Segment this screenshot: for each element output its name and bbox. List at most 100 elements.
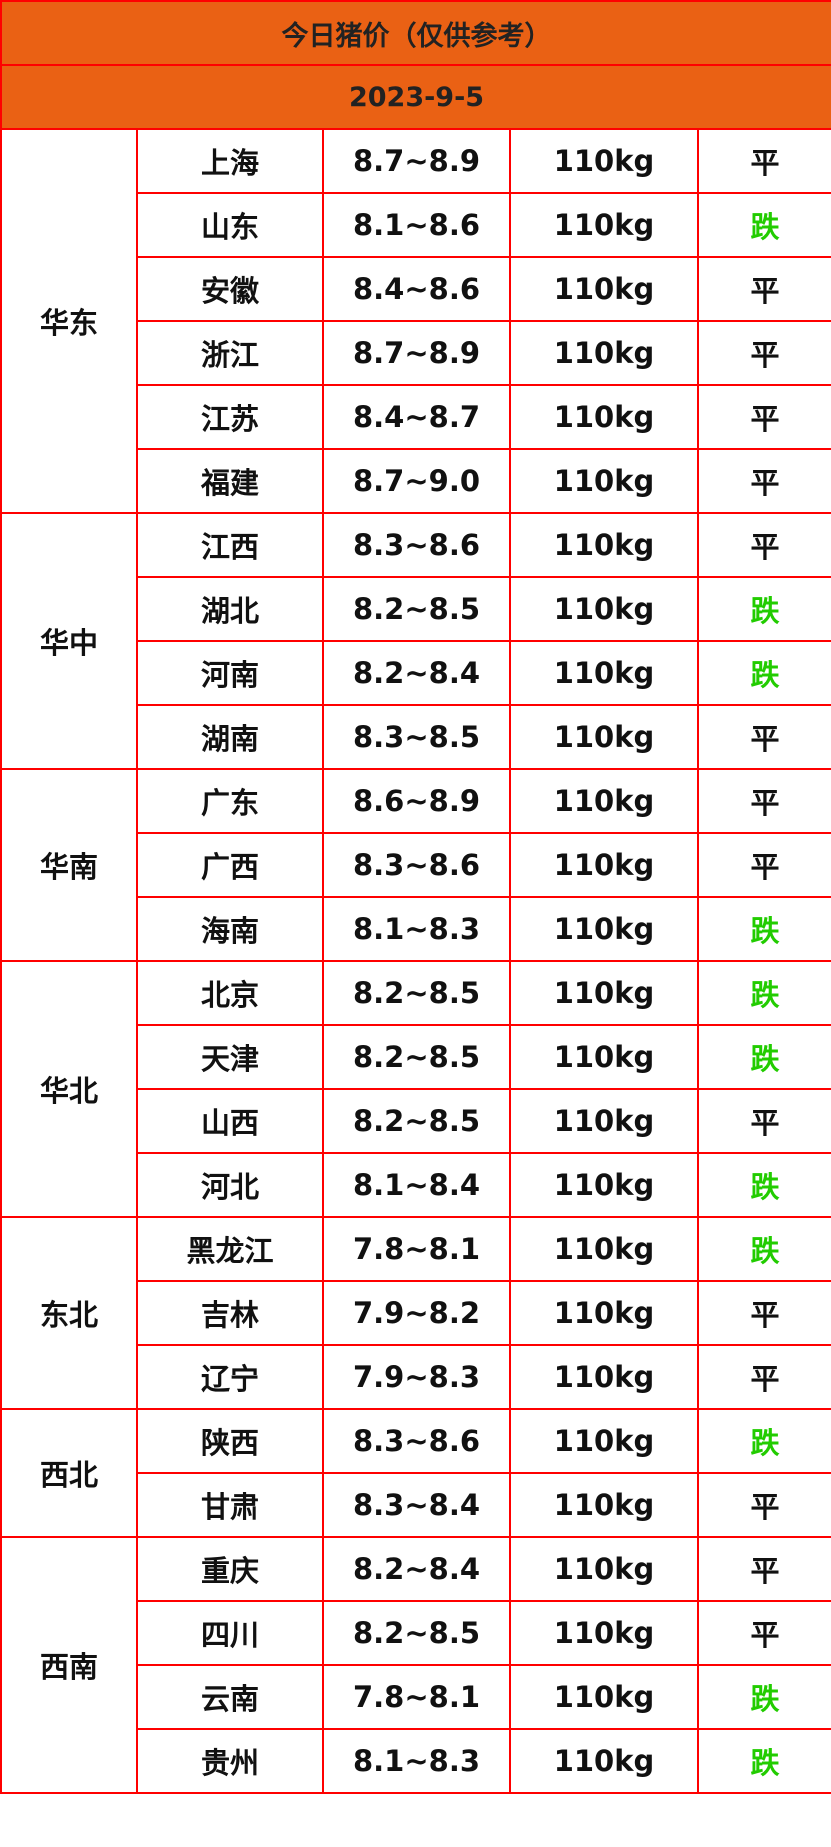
table-row: 西北 陕西 8.3~8.6 110kg 跌 — [0, 1408, 831, 1538]
price-cell: 8.3~8.6 — [322, 832, 511, 898]
weight-cell: 110kg — [509, 640, 699, 706]
weight-cell: 110kg — [509, 1088, 699, 1154]
trend-cell: 跌 — [696, 640, 831, 706]
table-row: 东北 黑龙江 7.8~8.1 110kg 跌 — [0, 1216, 831, 1410]
trend-cell: 跌 — [696, 1152, 831, 1218]
weight-cell: 110kg — [509, 1216, 699, 1282]
weight-cell: 110kg — [509, 320, 699, 386]
price-cell: 8.3~8.6 — [322, 1408, 511, 1474]
weight-cell: 110kg — [509, 1536, 699, 1602]
table-row: 西南 重庆 8.2~8.4 110kg 平 — [0, 1536, 831, 1794]
trend-cell: 平 — [696, 832, 831, 898]
price-cell: 8.2~8.5 — [322, 1600, 511, 1666]
province-cell: 山东 — [136, 192, 324, 258]
region-cell: 华中 — [0, 512, 138, 770]
table-row: 辽宁 7.9~8.3 110kg 平 — [1, 1344, 831, 1410]
weight-cell: 110kg — [509, 1280, 699, 1346]
trend-cell: 平 — [696, 512, 831, 578]
province-cell: 辽宁 — [136, 1344, 324, 1410]
weight-cell: 110kg — [509, 1728, 699, 1794]
price-cell: 8.3~8.6 — [322, 512, 511, 578]
province-cell: 广西 — [136, 832, 324, 898]
province-cell: 甘肃 — [136, 1472, 324, 1538]
province-cell: 陕西 — [136, 1408, 324, 1474]
province-cell: 天津 — [136, 1024, 324, 1090]
province-cell: 重庆 — [136, 1536, 324, 1602]
price-cell: 8.2~8.5 — [322, 1088, 511, 1154]
price-cell: 8.2~8.5 — [322, 960, 511, 1026]
trend-cell: 平 — [696, 128, 831, 194]
province-cell: 安徽 — [136, 256, 324, 322]
weight-cell: 110kg — [509, 896, 699, 962]
weight-cell: 110kg — [509, 1408, 699, 1474]
trend-cell: 跌 — [696, 1408, 831, 1474]
price-cell: 8.2~8.4 — [322, 1536, 511, 1602]
region-cell: 华东 — [0, 128, 138, 514]
weight-cell: 110kg — [509, 128, 699, 194]
table-row: 海南 8.1~8.3 110kg 跌 — [1, 896, 831, 962]
weight-cell: 110kg — [509, 1152, 699, 1218]
price-cell: 8.7~8.9 — [322, 128, 511, 194]
table-row: 甘肃 8.3~8.4 110kg 平 — [1, 1472, 831, 1538]
weight-cell: 110kg — [509, 448, 699, 514]
weight-cell: 110kg — [509, 512, 699, 578]
table-row: 广西 8.3~8.6 110kg 平 — [1, 832, 831, 898]
table-row: 四川 8.2~8.5 110kg 平 — [1, 1600, 831, 1666]
table-row: 安徽 8.4~8.6 110kg 平 — [1, 256, 831, 322]
province-cell: 浙江 — [136, 320, 324, 386]
province-cell: 湖南 — [136, 704, 324, 770]
table-row: 华南 广东 8.6~8.9 110kg 平 — [0, 768, 831, 962]
table-row: 河北 8.1~8.4 110kg 跌 — [1, 1152, 831, 1218]
table-row: 江苏 8.4~8.7 110kg 平 — [1, 384, 831, 450]
weight-cell: 110kg — [509, 704, 699, 770]
trend-cell: 平 — [696, 384, 831, 450]
province-cell: 云南 — [136, 1664, 324, 1730]
province-cell: 吉林 — [136, 1280, 324, 1346]
trend-cell: 平 — [696, 768, 831, 834]
table-row: 华东 上海 8.7~8.9 110kg 平 — [0, 128, 831, 514]
weight-cell: 110kg — [509, 384, 699, 450]
price-cell: 8.1~8.6 — [322, 192, 511, 258]
table-row: 华中 江西 8.3~8.6 110kg 平 — [0, 512, 831, 770]
province-cell: 海南 — [136, 896, 324, 962]
province-cell: 福建 — [136, 448, 324, 514]
trend-cell: 跌 — [696, 1728, 831, 1794]
trend-cell: 平 — [696, 256, 831, 322]
trend-cell: 平 — [696, 1344, 831, 1410]
weight-cell: 110kg — [509, 960, 699, 1026]
price-cell: 7.9~8.2 — [322, 1280, 511, 1346]
table-row: 河南 8.2~8.4 110kg 跌 — [1, 640, 831, 706]
province-cell: 上海 — [136, 128, 324, 194]
trend-cell: 跌 — [696, 1216, 831, 1282]
trend-cell: 跌 — [696, 192, 831, 258]
table-date: 2023-9-5 — [0, 64, 831, 130]
trend-cell: 平 — [696, 320, 831, 386]
weight-cell: 110kg — [509, 832, 699, 898]
table-row: 山西 8.2~8.5 110kg 平 — [1, 1088, 831, 1154]
province-cell: 河南 — [136, 640, 324, 706]
table-row: 湖北 8.2~8.5 110kg 跌 — [1, 576, 831, 642]
region-cell: 华南 — [0, 768, 138, 962]
price-cell: 8.3~8.4 — [322, 1472, 511, 1538]
price-cell: 7.8~8.1 — [322, 1216, 511, 1282]
price-cell: 8.2~8.4 — [322, 640, 511, 706]
trend-cell: 跌 — [696, 960, 831, 1026]
province-cell: 北京 — [136, 960, 324, 1026]
price-cell: 8.1~8.3 — [322, 896, 511, 962]
price-cell: 8.3~8.5 — [322, 704, 511, 770]
weight-cell: 110kg — [509, 1600, 699, 1666]
weight-cell: 110kg — [509, 1344, 699, 1410]
trend-cell: 平 — [696, 1536, 831, 1602]
province-cell: 广东 — [136, 768, 324, 834]
province-cell: 山西 — [136, 1088, 324, 1154]
region-cell: 东北 — [0, 1216, 138, 1410]
province-cell: 黑龙江 — [136, 1216, 324, 1282]
table-row: 山东 8.1~8.6 110kg 跌 — [1, 192, 831, 258]
trend-cell: 平 — [696, 1280, 831, 1346]
weight-cell: 110kg — [509, 768, 699, 834]
price-cell: 8.1~8.3 — [322, 1728, 511, 1794]
region-cell: 西北 — [0, 1408, 138, 1538]
trend-cell: 跌 — [696, 896, 831, 962]
price-cell: 8.2~8.5 — [322, 1024, 511, 1090]
table-row: 浙江 8.7~8.9 110kg 平 — [1, 320, 831, 386]
